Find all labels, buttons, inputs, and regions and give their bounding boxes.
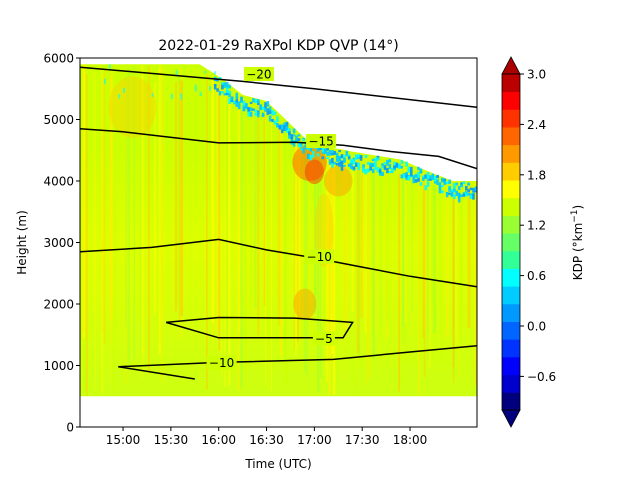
colorbar-swatch <box>502 91 520 110</box>
x-tick-label: 17:00 <box>297 433 332 447</box>
colorbar-swatch <box>502 197 520 216</box>
colorbar-swatch <box>502 74 520 93</box>
qvp-heatmap <box>80 64 477 397</box>
colorbar-swatch <box>502 233 520 252</box>
colorbar-swatch <box>502 321 520 340</box>
x-axis: 15:00 15:30 16:00 16:30 17:00 17:30 18:00 <box>106 427 428 447</box>
y-tick-label: 4000 <box>43 175 74 189</box>
colorbar-tick-label: 1.8 <box>527 168 546 182</box>
colorbar-tick-label: 1.2 <box>527 219 546 233</box>
contour-label: −10 <box>307 250 332 264</box>
y-tick-label: 5000 <box>43 113 74 127</box>
colorbar-label: KDP (°km−1) <box>570 205 585 280</box>
contour-line <box>80 66 477 108</box>
contour-label: −15 <box>308 135 333 149</box>
x-tick-label: 15:30 <box>154 433 189 447</box>
contour-label: −10 <box>209 356 234 370</box>
chart-title: 2022-01-29 RaXPol KDP QVP (14°) <box>158 38 398 54</box>
colorbar-extend-bottom <box>501 409 521 428</box>
colorbar-frame <box>501 73 521 411</box>
y-tick-label: 6000 <box>43 52 74 66</box>
colorbar-tick-label: 3.0 <box>527 68 546 82</box>
y-tick-label: 2000 <box>43 298 74 312</box>
x-tick-label: 17:30 <box>345 433 380 447</box>
colorbar-label-superscript: −1 <box>570 209 580 222</box>
colorbar-swatch <box>502 250 520 269</box>
colorbar-swatch <box>502 392 520 411</box>
contour-line <box>118 345 477 368</box>
colorbar-swatch <box>502 180 520 199</box>
kdp-field <box>80 64 477 397</box>
colorbar-tick-label: 0.6 <box>527 269 546 283</box>
contour-line <box>118 365 195 380</box>
colorbar-swatch <box>502 303 520 322</box>
colorbar-swatch <box>502 109 520 128</box>
colorbar-swatch <box>502 268 520 287</box>
colorbar-tick-label: 0.0 <box>527 320 546 334</box>
x-tick-label: 16:30 <box>249 433 284 447</box>
colorbar-swatch <box>502 215 520 234</box>
y-axis-label: Height (m) <box>15 210 29 275</box>
contour-label: −20 <box>246 68 271 82</box>
contour-line <box>80 238 477 288</box>
temperature-contours: −20 −15 −10 −5 −10 <box>80 66 477 380</box>
colorbar-tick-label: 2.4 <box>527 118 546 132</box>
colorbar-extend-top <box>501 56 521 75</box>
plot-area: −20 −15 −10 −5 −10 <box>79 57 478 428</box>
contour-label: −5 <box>315 332 333 346</box>
colorbar-tick-label: −0.6 <box>527 370 556 384</box>
contour-line <box>165 316 354 339</box>
y-axis: 0 1000 2000 3000 4000 5000 6000 <box>43 52 80 435</box>
colorbar-swatch <box>502 286 520 305</box>
colorbar: −0.6 0.0 0.6 1.2 1.8 2.4 3.0 <box>501 56 556 428</box>
x-tick-label: 16:00 <box>201 433 236 447</box>
colorbar-swatch <box>502 356 520 376</box>
colorbar-swatch <box>502 374 520 393</box>
y-tick-label: 0 <box>66 421 74 435</box>
y-tick-label: 1000 <box>43 359 74 373</box>
x-axis-label: Time (UTC) <box>244 457 311 471</box>
colorbar-swatch <box>502 162 520 181</box>
y-tick-label: 3000 <box>43 236 74 250</box>
x-tick-label: 18:00 <box>393 433 428 447</box>
x-tick-label: 15:00 <box>106 433 141 447</box>
colorbar-swatch <box>502 144 520 163</box>
colorbar-swatch <box>502 127 520 146</box>
colorbar-swatch <box>502 339 520 358</box>
